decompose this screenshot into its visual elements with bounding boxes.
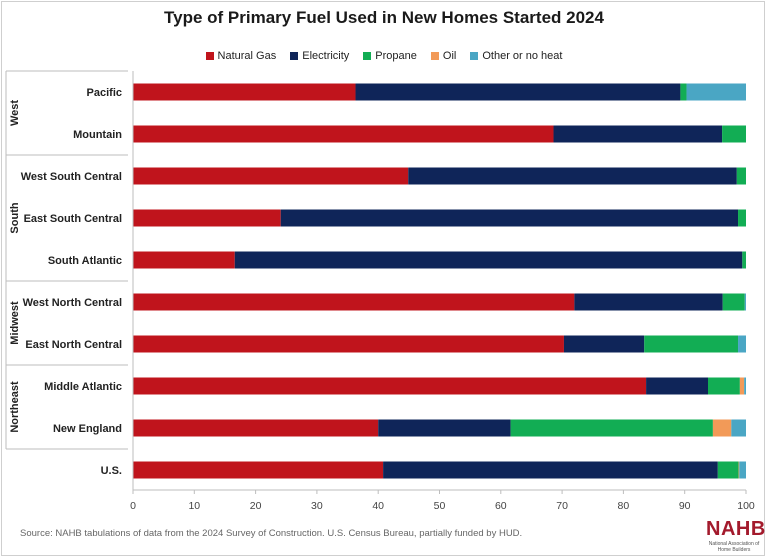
category-label: West South Central (21, 171, 122, 183)
bar-other-or-no-heat-new-england (731, 419, 746, 437)
chart-title: Type of Primary Fuel Used in New Homes S… (164, 8, 604, 27)
legend-swatch (430, 52, 439, 60)
bar-other-or-no-heat-middle-atlantic (744, 377, 746, 395)
group-label: Northeast (9, 381, 21, 433)
logo-subtitle: National Association of Home Builders (708, 541, 760, 553)
bar-oil-middle-atlantic (739, 377, 745, 395)
x-tick-label: 0 (130, 500, 136, 512)
bar-natural-gas-u-s- (133, 461, 384, 479)
bar-natural-gas-south-atlantic (133, 251, 235, 269)
x-tick-label: 60 (495, 500, 507, 512)
x-tick-label: 40 (372, 500, 384, 512)
x-tick-label: 70 (556, 500, 568, 512)
legend-label: Natural Gas (217, 50, 277, 62)
category-label: West North Central (23, 297, 122, 309)
x-tick-label: 30 (311, 500, 323, 512)
legend-swatch (470, 52, 479, 60)
bar-oil-u-s- (738, 461, 740, 479)
bar-propane-east-north-central (644, 335, 739, 353)
category-label: Pacific (87, 87, 122, 99)
bar-electricity-pacific (355, 83, 681, 101)
bar-other-or-no-heat-west-north-central (744, 293, 746, 311)
legend-item-oil: Oil (430, 50, 457, 62)
bar-natural-gas-west-north-central (133, 293, 575, 311)
legend: Natural Gas Electricity Propane Oil Other or… (0, 50, 768, 62)
bar-propane-new-england (510, 419, 713, 437)
legend-item-natural-gas: Natural Gas (205, 50, 277, 62)
bar-electricity-west-south-central (408, 167, 737, 185)
source-note: Source: NAHB tabulations of data from th… (20, 528, 523, 539)
legend-label: Electricity (302, 50, 350, 62)
bar-oil-new-england (712, 419, 732, 437)
legend-swatch (290, 52, 299, 60)
bar-natural-gas-pacific (133, 83, 356, 101)
bar-natural-gas-mountain (133, 125, 554, 143)
nahb-logo: NAHB National Association of Home Builde… (700, 518, 766, 556)
bar-propane-mountain (722, 125, 746, 143)
legend-swatch (205, 52, 214, 60)
legend-item-other-or-no-heat: Other or no heat (470, 50, 562, 62)
bar-natural-gas-east-south-central (133, 209, 281, 227)
bar-propane-u-s- (717, 461, 739, 479)
bar-propane-pacific (680, 83, 687, 101)
x-tick-label: 20 (250, 500, 262, 512)
bar-electricity-east-north-central (563, 335, 645, 353)
logo-wordmark: NAHB (706, 518, 766, 540)
bar-electricity-u-s- (383, 461, 718, 479)
x-tick-label: 50 (434, 500, 446, 512)
group-label: South (9, 202, 21, 233)
legend-swatch (363, 52, 372, 60)
bar-electricity-middle-atlantic (646, 377, 708, 395)
bar-electricity-new-england (378, 419, 511, 437)
legend-item-electricity: Electricity (290, 50, 349, 62)
bar-propane-east-south-central (738, 209, 746, 227)
category-label: Middle Atlantic (44, 381, 122, 393)
bar-other-or-no-heat-east-north-central (738, 335, 746, 353)
bar-propane-middle-atlantic (707, 377, 740, 395)
bar-electricity-south-atlantic (234, 251, 743, 269)
bar-natural-gas-west-south-central (133, 167, 409, 185)
category-label: New England (53, 423, 122, 435)
x-tick-label: 80 (618, 500, 630, 512)
bar-natural-gas-east-north-central (133, 335, 564, 353)
x-tick-label: 100 (737, 500, 755, 512)
category-label: South Atlantic (48, 255, 122, 267)
x-tick-label: 10 (188, 500, 200, 512)
group-label: Midwest (9, 301, 21, 345)
category-label: East South Central (24, 213, 122, 225)
category-label: Mountain (73, 129, 122, 141)
bar-natural-gas-middle-atlantic (133, 377, 647, 395)
bar-propane-west-south-central (736, 167, 746, 185)
bar-propane-south-atlantic (742, 251, 746, 269)
bar-other-or-no-heat-u-s- (739, 461, 746, 479)
group-label: West (9, 100, 21, 126)
legend-label: Propane (375, 50, 417, 62)
bar-electricity-mountain (553, 125, 723, 143)
category-label: East North Central (25, 339, 122, 351)
x-tick-label: 90 (679, 500, 691, 512)
bar-natural-gas-new-england (133, 419, 379, 437)
bar-electricity-west-north-central (574, 293, 723, 311)
bar-propane-west-north-central (722, 293, 745, 311)
legend-label: Oil (442, 50, 457, 62)
category-label: U.S. (101, 465, 122, 477)
legend-label: Other or no heat (482, 50, 563, 62)
legend-item-propane: Propane (363, 50, 417, 62)
bar-other-or-no-heat-pacific (686, 83, 746, 101)
bar-electricity-east-south-central (280, 209, 739, 227)
